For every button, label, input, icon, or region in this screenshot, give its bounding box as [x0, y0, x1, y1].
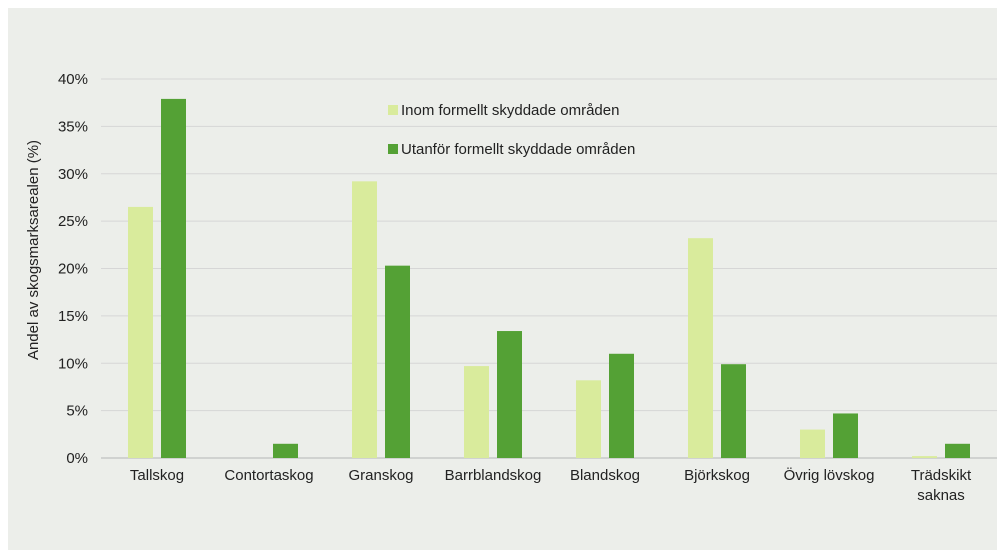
x-category-label: Blandskog [570, 467, 640, 484]
y-tick-label: 30% [58, 166, 88, 183]
bar-utanfor [385, 265, 410, 458]
bar-inom [128, 206, 153, 458]
legend-swatch-inom [388, 105, 398, 115]
x-category-label: Granskog [348, 467, 413, 484]
y-axis-title: Andel av skogsmarksarealen (%) [25, 140, 42, 360]
bar-utanfor [721, 364, 746, 458]
x-category-label: Trädskikt [911, 467, 972, 484]
bar-inom [464, 366, 489, 458]
x-category-label: Contortaskog [224, 467, 313, 484]
x-category-label: Tallskog [130, 467, 184, 484]
y-tick-label: 10% [58, 355, 88, 372]
legend-label-inom: Inom formellt skyddade områden [401, 102, 619, 119]
y-tick-label: 0% [66, 450, 88, 467]
y-tick-label: 5% [66, 403, 88, 420]
y-tick-label: 35% [58, 118, 88, 135]
y-tick-label: 15% [58, 308, 88, 325]
x-axis-categories: Tallskog Contortaskog Granskog Barrblandsko… [130, 466, 972, 504]
legend: Inom formellt skyddade områden Utanför f… [388, 102, 635, 158]
y-tick-label: 40% [58, 71, 88, 88]
bar-utanfor [833, 413, 858, 458]
bar-utanfor [161, 98, 186, 459]
bar-inom [912, 456, 937, 458]
bar-utanfor [273, 443, 298, 458]
bar-inom [688, 238, 713, 458]
bar-inom [576, 380, 601, 458]
x-category-label: saknas [917, 487, 965, 504]
bar-inom [352, 181, 377, 458]
legend-swatch-utanfor [388, 144, 398, 154]
bar-utanfor [609, 353, 634, 458]
y-tick-label: 20% [58, 261, 88, 278]
gridlines [101, 78, 997, 459]
y-tick-label: 25% [58, 213, 88, 230]
y-axis-ticks: 0% 5% 10% 15% 20% 25% 30% 35% 40% [58, 71, 88, 467]
x-category-label: Björkskog [684, 467, 750, 484]
bar-utanfor [497, 331, 522, 458]
chart-panel: 0% 5% 10% 15% 20% 25% 30% 35% 40% Tallskog Contor… [8, 8, 997, 550]
x-category-label: Barrblandskog [445, 467, 542, 484]
bar-chart: 0% 5% 10% 15% 20% 25% 30% 35% 40% Tallskog Contor… [25, 71, 997, 504]
bar-inom [800, 429, 825, 458]
bar-utanfor [945, 443, 970, 458]
legend-label-utanfor: Utanför formellt skyddade områden [401, 141, 635, 158]
bars [128, 98, 970, 459]
x-category-label: Övrig lövskog [784, 466, 875, 484]
